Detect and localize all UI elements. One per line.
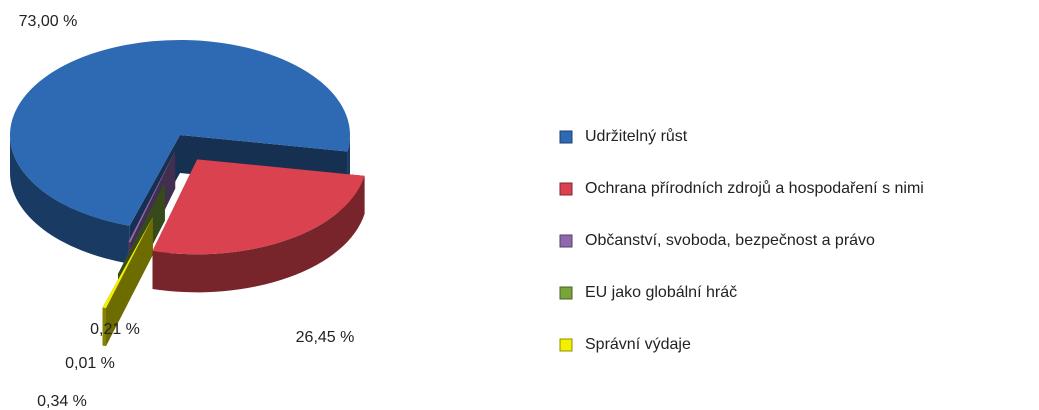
legend-label: EU jako globální hráč — [585, 284, 737, 301]
data-label: 73,00 % — [19, 13, 78, 30]
slice-side — [10, 135, 130, 264]
legend-label: Občanství, svoboda, bezpečnost a právo — [585, 232, 875, 249]
legend-swatch — [559, 234, 573, 248]
slice-side — [152, 175, 365, 293]
legend-label: Udržitelný růst — [585, 127, 688, 145]
slice-cut-face — [102, 216, 153, 346]
pie-slice — [152, 159, 365, 293]
legend-label: Správní výdaje — [585, 336, 691, 353]
pie-slice — [102, 216, 153, 347]
data-label: 26,45 % — [296, 329, 355, 346]
legend-label: Ochrana přírodních zdrojů a hospodaření … — [585, 179, 924, 197]
data-label: 0,34 % — [37, 393, 87, 410]
legend-swatch — [559, 338, 573, 352]
data-label: 0,21 % — [90, 321, 140, 338]
data-label: 0,01 % — [65, 355, 115, 372]
legend-swatch — [559, 182, 573, 196]
slice-side — [102, 307, 106, 347]
slice-top — [117, 182, 165, 274]
slice-top — [10, 40, 351, 226]
slice-top — [152, 159, 365, 255]
slice-top — [128, 150, 176, 243]
slice-top — [102, 216, 153, 309]
legend-swatch — [559, 130, 573, 144]
legend-swatch — [559, 286, 573, 300]
